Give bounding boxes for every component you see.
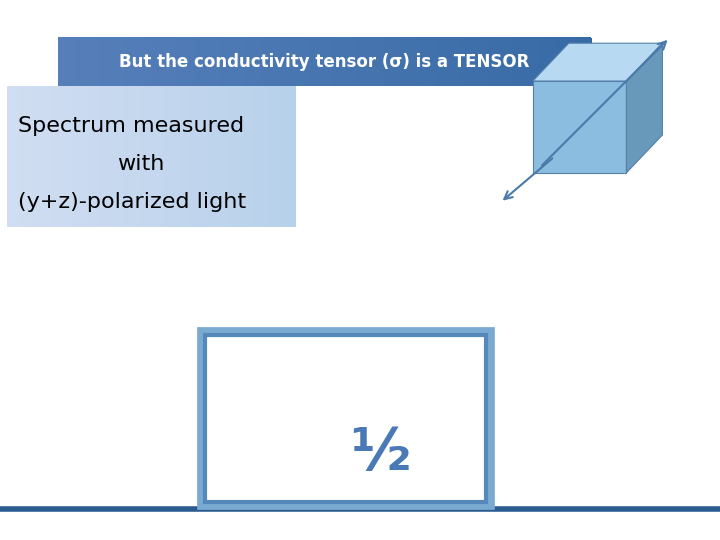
FancyBboxPatch shape	[182, 38, 192, 86]
FancyBboxPatch shape	[492, 38, 503, 86]
FancyBboxPatch shape	[502, 38, 512, 86]
FancyBboxPatch shape	[58, 38, 68, 86]
FancyBboxPatch shape	[235, 38, 246, 86]
FancyBboxPatch shape	[324, 38, 334, 86]
FancyBboxPatch shape	[404, 38, 414, 86]
FancyBboxPatch shape	[146, 38, 157, 86]
Text: ½: ½	[350, 424, 410, 482]
FancyBboxPatch shape	[138, 38, 148, 86]
FancyBboxPatch shape	[484, 38, 494, 86]
FancyBboxPatch shape	[289, 38, 299, 86]
FancyBboxPatch shape	[537, 38, 547, 86]
FancyBboxPatch shape	[156, 38, 166, 86]
Text: with: with	[117, 153, 164, 174]
FancyBboxPatch shape	[572, 38, 583, 86]
FancyBboxPatch shape	[386, 38, 397, 86]
FancyBboxPatch shape	[475, 38, 485, 86]
FancyBboxPatch shape	[439, 38, 450, 86]
FancyBboxPatch shape	[164, 38, 174, 86]
FancyBboxPatch shape	[422, 38, 432, 86]
FancyBboxPatch shape	[111, 38, 121, 86]
FancyBboxPatch shape	[191, 38, 201, 86]
FancyBboxPatch shape	[510, 38, 521, 86]
FancyBboxPatch shape	[528, 38, 539, 86]
Bar	[205, 335, 486, 502]
FancyBboxPatch shape	[279, 38, 290, 86]
FancyBboxPatch shape	[377, 38, 387, 86]
FancyBboxPatch shape	[555, 38, 565, 86]
FancyBboxPatch shape	[519, 38, 530, 86]
Polygon shape	[533, 43, 662, 81]
Bar	[202, 332, 490, 505]
FancyBboxPatch shape	[395, 38, 405, 86]
FancyBboxPatch shape	[449, 38, 459, 86]
FancyBboxPatch shape	[129, 38, 139, 86]
FancyBboxPatch shape	[306, 38, 317, 86]
FancyBboxPatch shape	[351, 38, 361, 86]
FancyBboxPatch shape	[76, 38, 86, 86]
Polygon shape	[626, 43, 662, 173]
FancyBboxPatch shape	[413, 38, 423, 86]
FancyBboxPatch shape	[546, 38, 557, 86]
FancyBboxPatch shape	[173, 38, 184, 86]
FancyBboxPatch shape	[244, 38, 254, 86]
FancyBboxPatch shape	[431, 38, 441, 86]
FancyBboxPatch shape	[102, 38, 112, 86]
FancyBboxPatch shape	[297, 38, 307, 86]
FancyBboxPatch shape	[262, 38, 272, 86]
FancyBboxPatch shape	[359, 38, 370, 86]
FancyBboxPatch shape	[333, 38, 343, 86]
FancyBboxPatch shape	[564, 38, 574, 86]
FancyBboxPatch shape	[209, 38, 219, 86]
Text: But the conductivity tensor (σ) is a TENSOR: But the conductivity tensor (σ) is a TEN…	[119, 53, 529, 71]
FancyBboxPatch shape	[66, 38, 77, 86]
FancyBboxPatch shape	[93, 38, 104, 86]
FancyBboxPatch shape	[226, 38, 237, 86]
FancyBboxPatch shape	[369, 38, 379, 86]
FancyBboxPatch shape	[315, 38, 325, 86]
Text: (y+z)-polarized light: (y+z)-polarized light	[18, 192, 246, 212]
Text: Spectrum measured: Spectrum measured	[18, 116, 244, 136]
Polygon shape	[533, 81, 626, 173]
FancyBboxPatch shape	[582, 38, 592, 86]
FancyBboxPatch shape	[253, 38, 264, 86]
FancyBboxPatch shape	[342, 38, 352, 86]
FancyBboxPatch shape	[84, 38, 94, 86]
FancyBboxPatch shape	[466, 38, 477, 86]
FancyBboxPatch shape	[199, 38, 210, 86]
FancyBboxPatch shape	[457, 38, 467, 86]
FancyBboxPatch shape	[217, 38, 228, 86]
FancyBboxPatch shape	[271, 38, 281, 86]
FancyBboxPatch shape	[120, 38, 130, 86]
